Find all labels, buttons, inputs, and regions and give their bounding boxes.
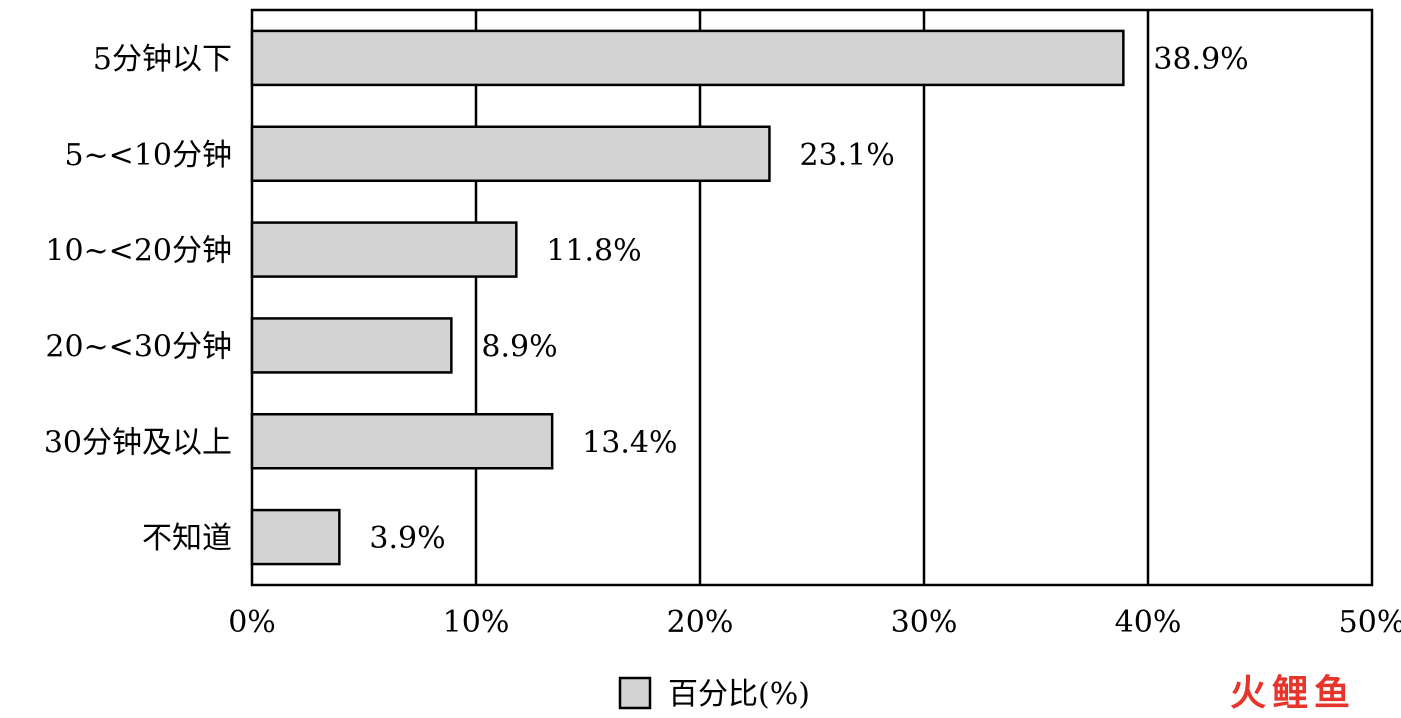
x-tick-label-3: 30% bbox=[891, 605, 958, 640]
bar-1 bbox=[250, 125, 771, 182]
x-tick-label-1: 10% bbox=[443, 605, 510, 640]
category-label-4: 30分钟及以上 bbox=[44, 425, 232, 460]
x-tick-label-5: 50% bbox=[1339, 605, 1401, 640]
category-label-2: 10~<20分钟 bbox=[45, 234, 232, 269]
bars-group bbox=[250, 29, 1125, 566]
watermark-logo: 火 鲤 鱼 bbox=[1230, 673, 1350, 714]
watermark-char-3: 鱼 bbox=[1314, 673, 1350, 714]
legend: 百分比(%) bbox=[618, 676, 810, 712]
plot-frame bbox=[250, 8, 1374, 587]
legend-swatch bbox=[618, 676, 652, 710]
bar-3 bbox=[250, 317, 453, 374]
x-tick-label-4: 40% bbox=[1115, 605, 1182, 640]
watermark-char-2: 鲤 bbox=[1272, 673, 1308, 714]
data-labels: 38.9% 23.1% 11.8% 8.9% 13.4% 3.9% bbox=[369, 42, 1248, 556]
data-label-0: 38.9% bbox=[1153, 42, 1248, 77]
x-tick-labels: 0% 10% 20% 30% 40% 50% bbox=[228, 605, 1401, 640]
category-label-3: 20~<30分钟 bbox=[45, 329, 232, 364]
x-tick-label-0: 0% bbox=[228, 605, 276, 640]
bar-0 bbox=[250, 29, 1125, 87]
data-label-3: 8.9% bbox=[481, 329, 557, 364]
watermark-char-1: 火 bbox=[1230, 673, 1266, 714]
bar-4 bbox=[250, 413, 554, 470]
category-label-5: 不知道 bbox=[142, 521, 232, 556]
category-label-0: 5分钟以下 bbox=[93, 42, 232, 77]
data-label-1: 23.1% bbox=[799, 138, 894, 173]
grid-lines bbox=[250, 8, 1374, 587]
bar-2 bbox=[250, 221, 518, 278]
data-label-4: 13.4% bbox=[582, 425, 677, 460]
data-label-5: 3.9% bbox=[369, 521, 445, 556]
legend-label: 百分比(%) bbox=[668, 677, 810, 712]
bar-5 bbox=[250, 508, 341, 566]
category-label-1: 5~<10分钟 bbox=[64, 138, 232, 173]
x-tick-label-2: 20% bbox=[667, 605, 734, 640]
data-label-2: 11.8% bbox=[546, 234, 641, 269]
